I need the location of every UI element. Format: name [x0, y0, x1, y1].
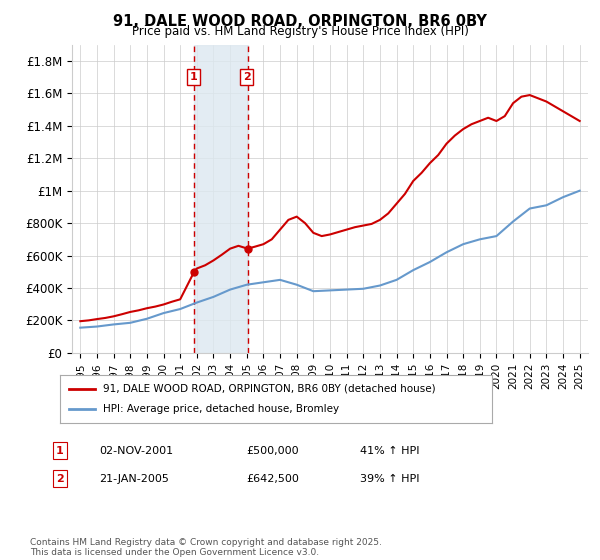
Text: 91, DALE WOOD ROAD, ORPINGTON, BR6 0BY: 91, DALE WOOD ROAD, ORPINGTON, BR6 0BY [113, 14, 487, 29]
Text: £642,500: £642,500 [246, 474, 299, 484]
Bar [194, 45, 248, 353]
Text: Price paid vs. HM Land Registry's House Price Index (HPI): Price paid vs. HM Land Registry's House … [131, 25, 469, 38]
Text: 1: 1 [56, 446, 64, 456]
Text: HPI: Average price, detached house, Bromley: HPI: Average price, detached house, Brom… [103, 404, 340, 414]
Text: 02-NOV-2001: 02-NOV-2001 [99, 446, 173, 456]
Text: 2: 2 [56, 474, 64, 484]
Text: 21-JAN-2005: 21-JAN-2005 [99, 474, 169, 484]
Text: 2: 2 [243, 72, 251, 82]
Text: £500,000: £500,000 [246, 446, 299, 456]
Text: 41% ↑ HPI: 41% ↑ HPI [360, 446, 419, 456]
Text: Contains HM Land Registry data © Crown copyright and database right 2025.
This d: Contains HM Land Registry data © Crown c… [30, 538, 382, 557]
Text: 39% ↑ HPI: 39% ↑ HPI [360, 474, 419, 484]
Text: 91, DALE WOOD ROAD, ORPINGTON, BR6 0BY (detached house): 91, DALE WOOD ROAD, ORPINGTON, BR6 0BY (… [103, 384, 436, 394]
Text: 1: 1 [190, 72, 197, 82]
